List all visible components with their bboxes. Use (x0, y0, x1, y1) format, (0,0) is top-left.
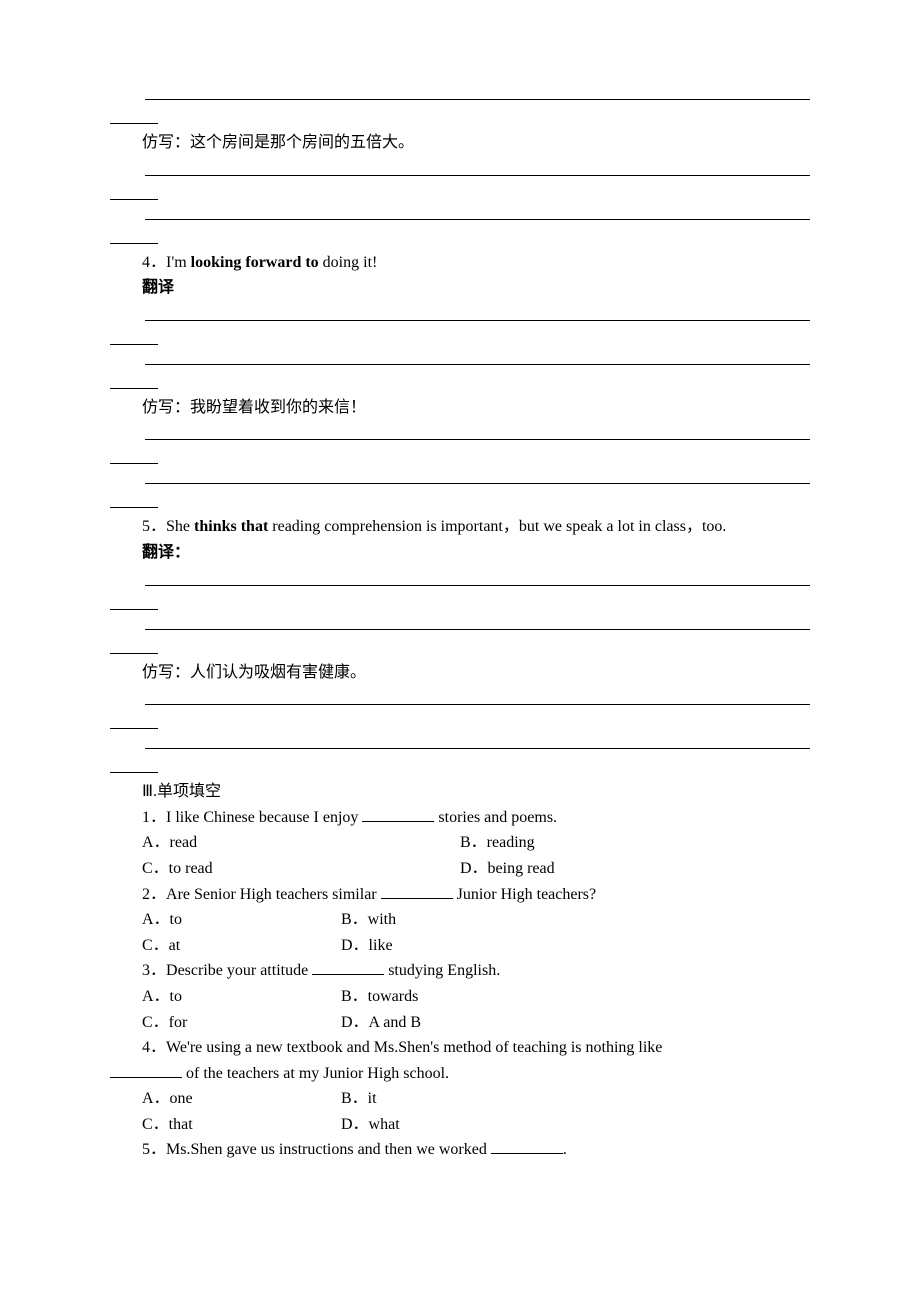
fill-blank[interactable] (491, 1139, 563, 1154)
question-number: 4． (142, 1039, 166, 1056)
answer-blank[interactable] (110, 98, 810, 124)
stem-pre: Ms.Shen gave us instructions and then we… (166, 1141, 491, 1158)
question-4-stem: 4．I'm looking forward to doing it! (110, 250, 810, 276)
mcq-4-options-row1: A．one B．it (110, 1086, 810, 1112)
stem-post: stories and poems. (434, 809, 557, 826)
answer-blank[interactable] (110, 174, 810, 200)
fill-blank[interactable] (362, 806, 434, 821)
stem-post: Junior High teachers? (453, 886, 597, 903)
option-b[interactable]: B．towards (341, 984, 572, 1010)
option-b[interactable]: B．with (341, 907, 572, 933)
stem-pre: Are Senior High teachers similar (166, 886, 381, 903)
option-c[interactable]: C．at (110, 933, 341, 959)
mcq-2-stem: 2．Are Senior High teachers similar Junio… (110, 882, 810, 908)
option-a[interactable]: A．one (110, 1086, 341, 1112)
option-b[interactable]: B．reading (460, 830, 810, 856)
option-c[interactable]: C．for (110, 1010, 341, 1036)
mcq-3-options-row2: C．for D．A and B (110, 1010, 810, 1036)
stem-pre: I'm (166, 254, 191, 271)
option-d[interactable]: D．like (341, 933, 572, 959)
answer-blank[interactable] (110, 482, 810, 508)
option-d[interactable]: D．being read (460, 856, 810, 882)
mcq-1-options-row1: A．read B．reading (110, 830, 810, 856)
translate-label: 翻译： (110, 540, 810, 566)
stem-post: . (563, 1141, 567, 1158)
question-5-stem: 5．She thinks that reading comprehension … (110, 514, 810, 540)
stem-post: doing it! (319, 254, 378, 271)
answer-blank[interactable] (110, 218, 810, 244)
question-number: 1． (142, 809, 166, 826)
answer-blank[interactable] (110, 584, 810, 610)
stem-post: studying English. (384, 962, 500, 979)
answer-blank[interactable] (110, 363, 810, 389)
option-a[interactable]: A．read (110, 830, 460, 856)
mcq-1-stem: 1．I like Chinese because I enjoy stories… (110, 805, 810, 831)
stem-post: of the teachers at my Junior High school… (182, 1065, 449, 1082)
mcq-5-stem: 5．Ms.Shen gave us instructions and then … (110, 1137, 810, 1163)
imitate-prompt-5: 仿写：人们认为吸烟有害健康。 (110, 660, 810, 686)
mcq-3-options-row1: A．to B．towards (110, 984, 810, 1010)
stem-bold: thinks that (194, 518, 268, 535)
mcq-4-stem: 4．We're using a new textbook and Ms.Shen… (110, 1035, 810, 1086)
answer-blank[interactable] (110, 319, 810, 345)
question-number: 3． (142, 962, 166, 979)
option-d[interactable]: D．A and B (341, 1010, 572, 1036)
stem-pre: She (166, 518, 194, 535)
question-number: 5． (142, 1141, 166, 1158)
fill-blank[interactable] (381, 883, 453, 898)
translate-label: 翻译 (110, 275, 810, 301)
option-c[interactable]: C．that (110, 1112, 341, 1138)
answer-blank[interactable] (110, 628, 810, 654)
mcq-4-options-row2: C．that D．what (110, 1112, 810, 1138)
option-c[interactable]: C．to read (110, 856, 460, 882)
imitate-prompt-4: 仿写：我盼望着收到你的来信！ (110, 395, 810, 421)
imitate-prompt-3: 仿写：这个房间是那个房间的五倍大。 (110, 130, 810, 156)
fill-blank[interactable] (110, 1062, 182, 1077)
stem-post: reading comprehension is important，but w… (268, 518, 726, 535)
mcq-1-options-row2: C．to read D．being read (110, 856, 810, 882)
stem-pre: I like Chinese because I enjoy (166, 809, 362, 826)
mcq-2-options-row2: C．at D．like (110, 933, 810, 959)
stem-bold: looking forward to (191, 254, 319, 271)
mcq-3-stem: 3．Describe your attitude studying Englis… (110, 958, 810, 984)
question-number: 5． (142, 518, 166, 535)
stem-pre: We're using a new textbook and Ms.Shen's… (166, 1039, 662, 1056)
mcq-2-options-row1: A．to B．with (110, 907, 810, 933)
question-number: 4． (142, 254, 166, 271)
option-a[interactable]: A．to (110, 984, 341, 1010)
section-3-heading: Ⅲ.单项填空 (110, 779, 810, 805)
worksheet-page: 仿写：这个房间是那个房间的五倍大。 4．I'm looking forward … (0, 0, 920, 1223)
question-number: 2． (142, 886, 166, 903)
option-d[interactable]: D．what (341, 1112, 572, 1138)
answer-blank[interactable] (110, 438, 810, 464)
answer-blank[interactable] (110, 703, 810, 729)
option-b[interactable]: B．it (341, 1086, 572, 1112)
option-a[interactable]: A．to (110, 907, 341, 933)
stem-pre: Describe your attitude (166, 962, 312, 979)
answer-blank[interactable] (110, 747, 810, 773)
fill-blank[interactable] (312, 960, 384, 975)
